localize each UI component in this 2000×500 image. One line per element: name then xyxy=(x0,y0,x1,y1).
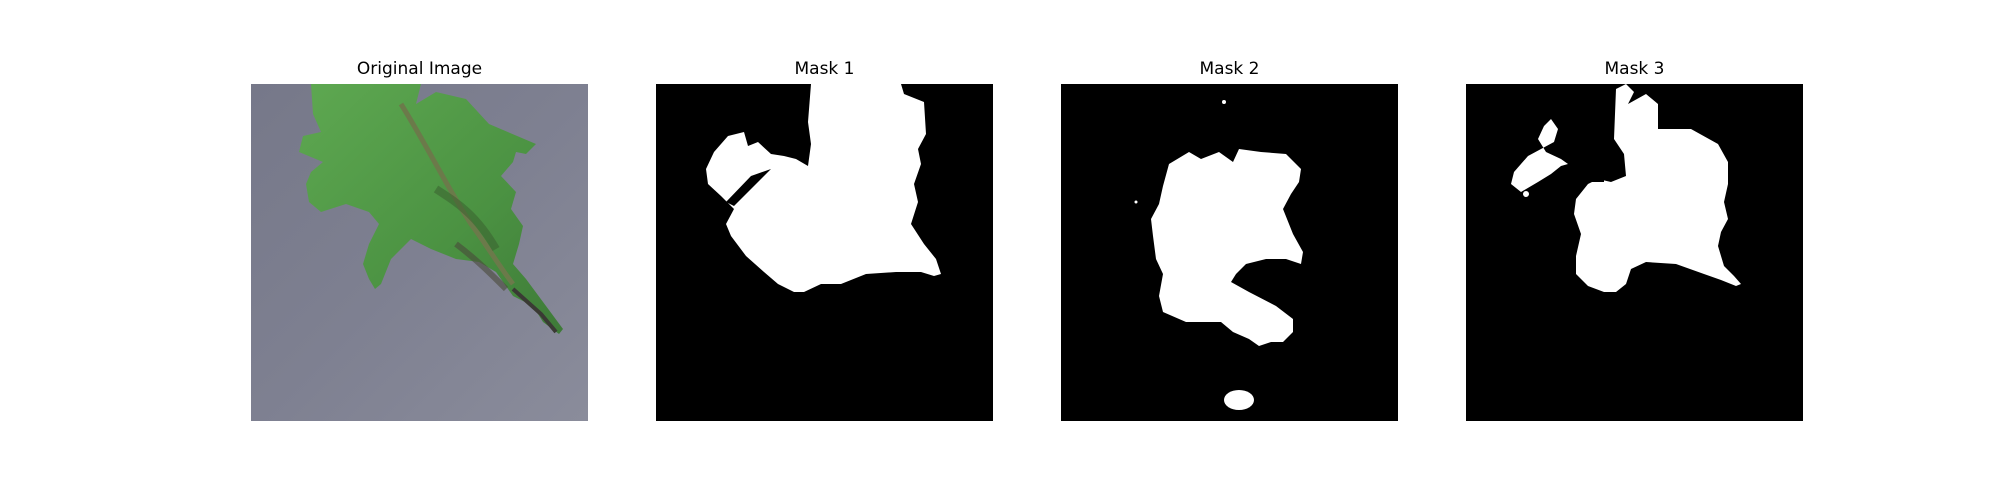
panel-title-mask-2: Mask 2 xyxy=(1199,59,1260,79)
panel-title-mask-3: Mask 3 xyxy=(1604,59,1665,79)
mask-3-foreground xyxy=(1574,84,1741,292)
mask-3-image xyxy=(1466,84,1803,421)
mask-2-panel xyxy=(1061,84,1398,421)
mask-1-foreground xyxy=(706,84,941,292)
mask-2-image xyxy=(1061,84,1398,421)
mask-1-image xyxy=(656,84,993,421)
mask-1-panel xyxy=(656,84,993,421)
mask-3-left-fragment xyxy=(1511,119,1568,192)
panel-title-original-image: Original Image xyxy=(356,59,483,79)
original-image-panel xyxy=(251,84,588,421)
mask-2-small-blob xyxy=(1224,390,1254,410)
mask-2-foreground xyxy=(1151,149,1303,346)
original-leaf-image xyxy=(251,84,588,421)
leaf-shape xyxy=(299,84,563,334)
panel-title-mask-1: Mask 1 xyxy=(794,59,855,79)
mask-3-panel xyxy=(1466,84,1803,421)
